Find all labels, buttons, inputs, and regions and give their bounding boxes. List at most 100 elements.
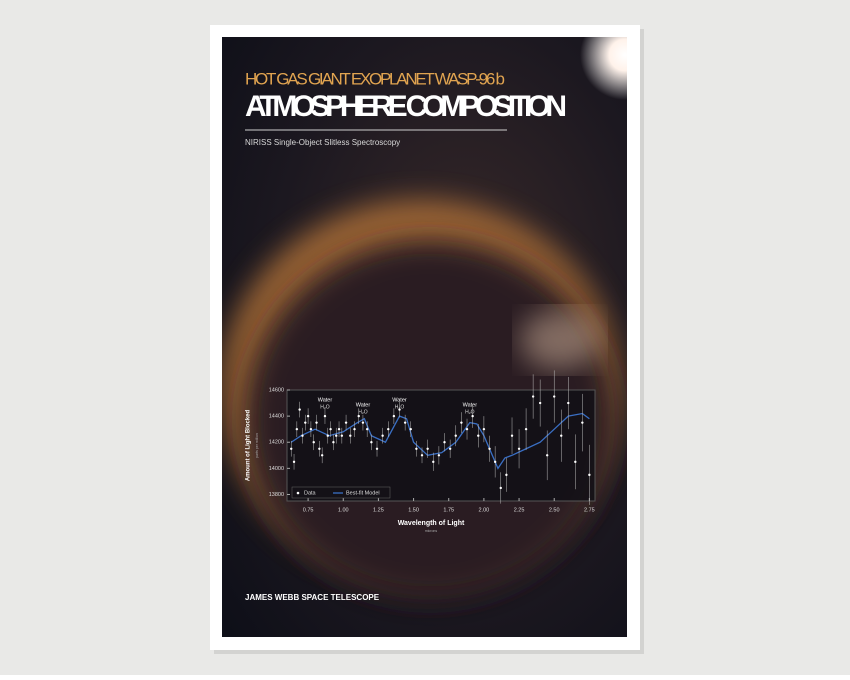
- annotation-label: Water: [392, 397, 407, 403]
- x-tick-label: 2.00: [479, 507, 490, 513]
- data-point: [392, 414, 396, 418]
- plot-frame: [286, 389, 596, 502]
- data-point: [443, 441, 446, 444]
- data-point: [465, 427, 469, 431]
- data-point: [426, 447, 429, 450]
- data-point: [337, 427, 341, 431]
- data-point: [361, 421, 365, 424]
- data-point: [381, 434, 384, 437]
- annotation-label: Water: [356, 402, 371, 408]
- data-point: [306, 414, 310, 418]
- annotation-label: Water: [463, 402, 478, 408]
- data-point: [574, 460, 577, 464]
- legend-label: Best-fit Model: [346, 490, 380, 496]
- data-point: [409, 427, 412, 431]
- data-point: [309, 427, 313, 431]
- x-axis-sublabel: microns: [425, 529, 438, 533]
- data-point: [505, 473, 508, 477]
- data-point: [323, 414, 327, 418]
- x-tick-label: 2.25: [514, 507, 525, 513]
- data-point: [320, 454, 324, 457]
- annotation-label: Water: [318, 397, 333, 403]
- data-point: [365, 427, 369, 431]
- data-point: [538, 401, 542, 405]
- data-point: [499, 486, 502, 490]
- data-point: [353, 427, 356, 431]
- data-point: [454, 434, 457, 437]
- data-point: [420, 454, 424, 457]
- y-tick-label: 13800: [269, 492, 284, 498]
- plot-area: [287, 390, 595, 501]
- data-point: [298, 408, 301, 411]
- data-point: [517, 447, 521, 450]
- supertitle: HOT GAS GIANT EXOPLANET WASP-96 b: [245, 69, 505, 88]
- data-point: [312, 441, 315, 444]
- legend-swatch: [296, 491, 300, 495]
- data-point: [335, 434, 338, 437]
- data-point: [488, 447, 491, 450]
- data-point: [432, 460, 435, 464]
- data-point: [477, 434, 480, 437]
- data-point: [560, 434, 563, 437]
- data-point: [588, 473, 591, 477]
- data-point: [340, 434, 344, 437]
- data-point: [471, 414, 474, 418]
- y-axis-label: Amount of Light Blocked: [246, 410, 252, 482]
- x-tick-label: 2.75: [584, 507, 595, 513]
- x-tick-label: 2.50: [549, 507, 560, 513]
- data-point: [315, 421, 318, 424]
- y-tick-label: 14400: [269, 414, 284, 420]
- data-point: [344, 421, 348, 424]
- data-point: [304, 421, 307, 424]
- data-point: [295, 427, 299, 431]
- legend-box: [291, 486, 391, 499]
- data-point: [437, 454, 441, 457]
- annotation-sublabel: H₂O: [465, 409, 475, 415]
- data-point: [524, 427, 528, 431]
- data-point: [318, 447, 321, 450]
- data-point: [292, 460, 296, 464]
- data-point: [357, 414, 360, 418]
- data-point: [398, 408, 401, 411]
- subtitle: NIRISS Single-Object Slitless Spectrosco…: [245, 138, 400, 147]
- x-tick-label: 0.75: [303, 507, 314, 513]
- x-tick-label: 1.00: [338, 507, 349, 513]
- x-tick-label: 1.75: [443, 507, 454, 513]
- data-point: [290, 447, 293, 450]
- y-tick-label: 14200: [269, 440, 284, 446]
- data-point: [460, 421, 463, 424]
- data-point: [482, 427, 486, 431]
- data-point: [545, 454, 549, 457]
- chart: 13800 14000 14200 14400 14600 0.75 1.00 1.25 1.5…: [246, 370, 596, 533]
- y-axis-sublabel: parts per million: [255, 433, 259, 458]
- data-point: [349, 434, 352, 437]
- annotation-sublabel: H₂O: [358, 409, 368, 415]
- data-point: [370, 441, 373, 444]
- annotation-sublabel: H₂O: [320, 404, 330, 410]
- y-tick-label: 14000: [269, 466, 284, 472]
- data-point: [448, 447, 452, 450]
- title: ATMOSPHERE COMPOSITION: [245, 90, 567, 123]
- data-point: [415, 447, 418, 450]
- x-tick-label: 1.50: [408, 507, 419, 513]
- model-line: [290, 412, 590, 470]
- data-point: [493, 460, 497, 464]
- y-tick-label: 14600: [269, 387, 284, 393]
- data-point: [326, 434, 329, 437]
- data-point: [329, 427, 332, 431]
- data-point: [375, 447, 379, 450]
- data-point: [510, 434, 514, 437]
- x-axis-label: Wavelength of Light: [398, 520, 465, 527]
- data-point: [387, 427, 390, 431]
- data-point: [581, 421, 584, 424]
- data-point: [567, 401, 570, 405]
- data-point: [332, 441, 335, 444]
- x-tick-label: 1.25: [373, 507, 384, 513]
- data-point: [553, 395, 556, 398]
- legend-label: Data: [304, 490, 317, 496]
- footer: JAMES WEBB SPACE TELESCOPE: [245, 593, 380, 602]
- data-point: [301, 434, 304, 437]
- data-point: [531, 395, 535, 398]
